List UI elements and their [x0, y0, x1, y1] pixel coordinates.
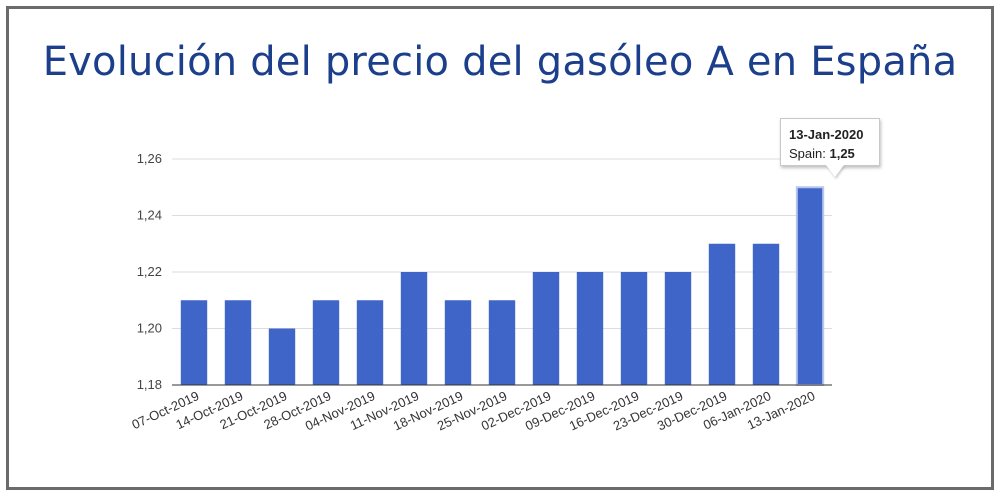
- y-tick-label: 1,22: [137, 264, 162, 279]
- tooltip-pointer: [826, 165, 844, 177]
- chart-frame: Evolución del precio del gasóleo A en Es…: [6, 6, 994, 490]
- tooltip-date: 13-Jan-2020: [789, 127, 864, 142]
- bar-07-oct-2019[interactable]: [180, 300, 208, 385]
- bar-06-jan-2020[interactable]: [752, 243, 780, 385]
- bar-13-jan-2020[interactable]: [795, 186, 825, 386]
- bars: [180, 186, 825, 386]
- bar-25-nov-2019[interactable]: [488, 300, 516, 385]
- bar-09-dec-2019[interactable]: [576, 272, 604, 385]
- y-tick-label: 1,18: [137, 377, 162, 392]
- bar-30-dec-2019[interactable]: [708, 243, 736, 385]
- bar-28-oct-2019[interactable]: [312, 300, 340, 385]
- bar-23-dec-2019[interactable]: [664, 272, 692, 385]
- bar-02-dec-2019[interactable]: [532, 272, 560, 385]
- tooltip-series-label: Spain:: [789, 146, 830, 161]
- x-axis-labels: 07-Oct-201914-Oct-201921-Oct-201928-Oct-…: [129, 388, 817, 433]
- bar-16-dec-2019[interactable]: [620, 272, 648, 385]
- tooltip-value: 1,25: [829, 146, 855, 161]
- bar-11-nov-2019[interactable]: [400, 272, 428, 385]
- bar-04-nov-2019[interactable]: [356, 300, 384, 385]
- y-tick-label: 1,26: [137, 151, 162, 166]
- bar-14-oct-2019[interactable]: [224, 300, 252, 385]
- y-axis-ticks: 1,18 1,20 1,22 1,24 1,26: [137, 151, 162, 392]
- bar-18-nov-2019[interactable]: [444, 300, 472, 385]
- bar-21-oct-2019[interactable]: [268, 328, 296, 386]
- bar-tooltip: 13-Jan-2020 Spain: 1,25: [780, 118, 880, 166]
- y-tick-label: 1,24: [137, 208, 162, 223]
- chart-title: Evolución del precio del gasóleo A en Es…: [42, 39, 958, 85]
- y-tick-label: 1,20: [137, 321, 162, 336]
